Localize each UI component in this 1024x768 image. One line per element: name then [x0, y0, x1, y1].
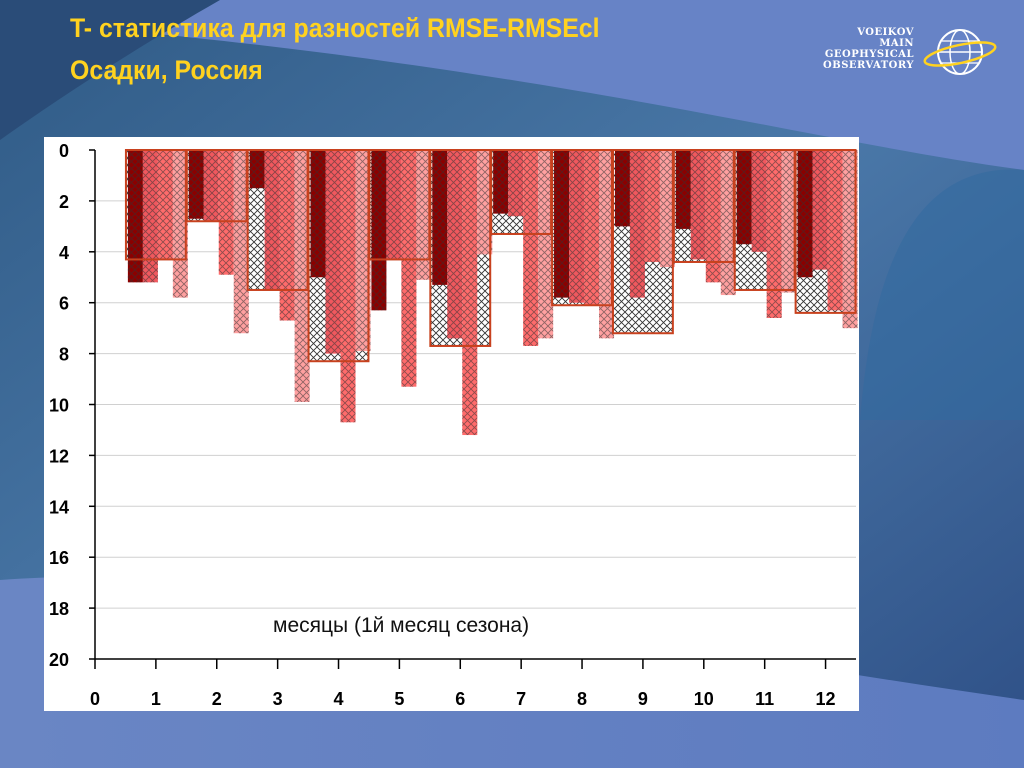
- bar-hatch: [279, 150, 295, 321]
- bar-hatch: [675, 150, 691, 229]
- y-tick-label: 20: [49, 650, 69, 670]
- bar-hatch: [249, 150, 265, 189]
- bar-hatch: [172, 150, 188, 298]
- bar-hatch: [233, 150, 249, 334]
- chart-panel: 0 2 4 6 8 10 12 14 16 18 20 0 1 2 3 4 5 6 7 8 9 10 11 12 месяцы…: [44, 137, 859, 711]
- y-tick-label: 12: [49, 446, 69, 466]
- bar-hatch: [477, 150, 493, 255]
- envelope-outline: [611, 149, 674, 335]
- x-tick-label: 12: [816, 689, 836, 709]
- y-tick-label: 18: [49, 599, 69, 619]
- bar-hatch: [508, 150, 524, 217]
- bar-hatch: [644, 150, 660, 262]
- y-tick-label: 10: [49, 396, 69, 416]
- envelope-outline: [307, 149, 370, 363]
- x-tick-label: 7: [516, 689, 526, 709]
- envelope-outline: [794, 149, 857, 314]
- bar-hatch: [629, 150, 645, 298]
- y-tick-label: 6: [59, 294, 69, 314]
- bar-hatch: [310, 150, 326, 278]
- bar-hatch: [264, 150, 280, 290]
- envelope-outline: [368, 149, 431, 261]
- logo-text-line-2: MAIN: [879, 38, 914, 49]
- logo-text-line-3: GEOPHYSICAL: [824, 49, 914, 60]
- bar-hatch: [523, 150, 539, 346]
- envelope-outline: [672, 149, 735, 263]
- bar-hatch: [797, 150, 813, 278]
- y-tick-label: 16: [49, 548, 69, 568]
- logo-text-line-4: OBSERVATORY: [823, 60, 914, 71]
- bar-hatch: [614, 150, 630, 227]
- bar-hatch: [432, 150, 448, 285]
- y-tick-label: 2: [59, 192, 69, 212]
- bar-hatch: [218, 150, 234, 275]
- envelope-outline: [429, 149, 492, 347]
- x-tick-label: 6: [455, 689, 465, 709]
- bar-hatch: [812, 150, 828, 270]
- bar-hatch: [127, 150, 143, 283]
- envelope-outline: [733, 149, 796, 291]
- bar-hatch: [659, 150, 675, 268]
- x-tick-label: 8: [577, 689, 587, 709]
- bar-hatch: [599, 150, 615, 339]
- y-tick-label: 0: [59, 141, 69, 161]
- bar-hatch: [157, 150, 173, 260]
- bar-hatch: [447, 150, 463, 339]
- y-tick-label: 4: [59, 243, 69, 263]
- bar-hatch: [142, 150, 158, 283]
- bar-hatch: [705, 150, 721, 283]
- y-tick-label: 14: [49, 497, 69, 517]
- bar-hatch: [720, 150, 736, 296]
- bar-hatch: [842, 150, 858, 329]
- x-tick-label: 9: [638, 689, 648, 709]
- bar-hatch: [781, 150, 797, 293]
- bar-hatch: [294, 150, 310, 402]
- y-tick-label: 8: [59, 345, 69, 365]
- bar-hatch: [355, 150, 371, 352]
- slide-title-line-2: Осадки, Россия: [70, 55, 263, 85]
- x-tick-label: 0: [90, 689, 100, 709]
- x-tick-label: 2: [212, 689, 222, 709]
- bar-hatch: [554, 150, 570, 298]
- bar-hatch: [371, 150, 387, 311]
- bar-hatch: [188, 150, 204, 219]
- bar-hatch: [493, 150, 509, 214]
- x-tick-label: 10: [694, 689, 714, 709]
- bar-hatch: [462, 150, 478, 436]
- slide-title-line-1: T- статистика для разностей RMSE-RMSEcl: [70, 13, 600, 43]
- bar-hatch: [340, 150, 356, 423]
- bar-hatch: [416, 150, 432, 280]
- chart-annotation: месяцы (1й месяц сезона): [273, 614, 529, 637]
- x-tick-label: 11: [755, 689, 774, 709]
- globe-logo-icon: [923, 29, 997, 75]
- x-tick-label: 5: [394, 689, 404, 709]
- x-tick-label: 4: [334, 689, 344, 709]
- logo-text-line-1: VOEIKOV: [857, 27, 914, 38]
- envelope-outline: [246, 149, 309, 291]
- x-tick-label: 3: [273, 689, 283, 709]
- bar-hatch: [766, 150, 782, 318]
- x-tick-label: 1: [151, 689, 161, 709]
- bar-hatch: [325, 150, 341, 354]
- bar-hatch: [827, 150, 843, 311]
- bar-hatch: [751, 150, 767, 252]
- envelope-outline: [124, 149, 187, 261]
- bar-hatch: [401, 150, 417, 387]
- bar-hatch: [736, 150, 752, 245]
- bar-hatch: [584, 150, 600, 306]
- bar-hatch: [386, 150, 402, 260]
- envelope-outline: [551, 149, 613, 307]
- envelope-outline: [490, 149, 553, 235]
- bar-hatch: [538, 150, 554, 339]
- bar-hatch: [569, 150, 585, 303]
- bar-hatch: [203, 150, 219, 222]
- bar-hatch: [690, 150, 706, 260]
